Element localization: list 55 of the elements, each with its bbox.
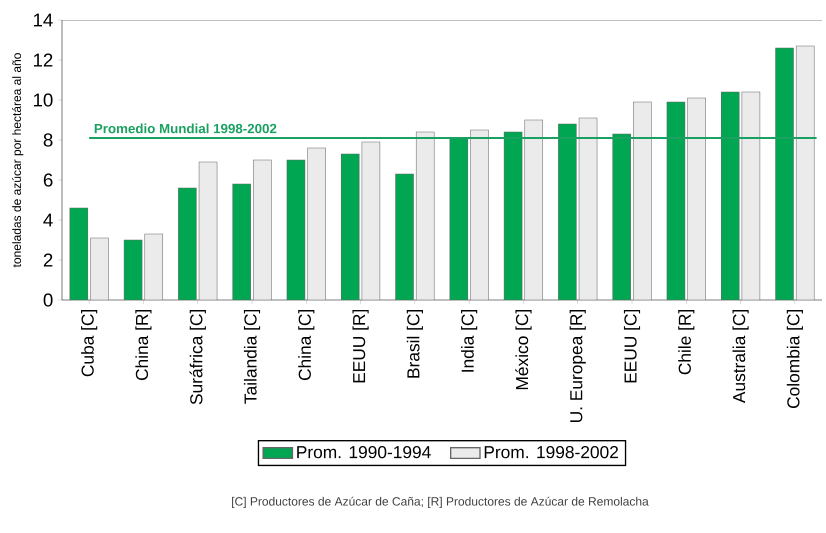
x-tick-label: México [C] <box>515 310 532 390</box>
y-tick-label: 4 <box>43 214 53 226</box>
bar <box>612 134 631 300</box>
y-tick-label: 6 <box>44 173 52 187</box>
bar <box>504 132 522 300</box>
bar <box>578 118 598 300</box>
bar <box>633 102 652 300</box>
bar <box>450 138 468 300</box>
x-tick-label: Tailandia [C] <box>244 310 260 404</box>
bar <box>796 46 814 300</box>
bar <box>198 162 218 300</box>
x-tick-label: China [C] <box>298 310 314 380</box>
bar <box>232 184 251 300</box>
bar <box>124 240 142 300</box>
bar <box>524 120 544 300</box>
x-tick-label: U. Europea [R] <box>570 310 586 422</box>
bar <box>470 130 489 300</box>
y-axis-title: toneladas de azúcar por hectárea al año <box>12 53 24 268</box>
bar <box>775 48 794 300</box>
bar <box>307 148 326 300</box>
x-tick-label: EEUU [R] <box>352 310 369 382</box>
y-tick-label: 10 <box>34 93 53 107</box>
x-tick-label: Australia [C] <box>732 310 749 404</box>
bar <box>253 160 272 300</box>
bar <box>687 98 706 300</box>
legend-label: Prom. 1990-1994 <box>297 446 431 458</box>
y-tick-label: 14 <box>34 14 53 26</box>
bar <box>178 188 197 300</box>
y-tick-label: 2 <box>44 253 52 267</box>
bar <box>340 154 360 300</box>
x-tick-label: India [C] <box>461 310 478 372</box>
legend-label: Prom. 1998-2002 <box>484 446 618 458</box>
bar <box>416 132 434 300</box>
bar <box>286 160 306 300</box>
bar <box>144 234 164 300</box>
y-tick-label: 0 <box>44 293 53 307</box>
bar <box>362 142 380 300</box>
x-tick-label: Cuba [C] <box>81 310 98 376</box>
x-tick-label: Chile [R] <box>678 310 694 374</box>
x-tick-label: EEUU [C] <box>624 310 640 382</box>
x-tick-label: China [R] <box>135 310 152 380</box>
x-tick-label: Suráfrica [C] <box>190 310 206 404</box>
bar <box>395 174 414 300</box>
bar <box>558 124 577 300</box>
x-tick-label: Colombia [C] <box>786 310 803 408</box>
bar <box>720 92 740 300</box>
x-tick-label: Brasil [C] <box>406 310 423 378</box>
text: [C] Productores de Azúcar de Caña; [R] Productores de Azúcar de Remolacha <box>232 496 649 508</box>
bar <box>70 208 88 300</box>
bar <box>90 238 109 300</box>
y-tick-label: 12 <box>34 53 52 67</box>
bar <box>742 92 760 300</box>
ref-line-label: Promedio Mundial 1998-2002 <box>94 124 276 134</box>
y-tick-label: 8 <box>44 133 52 147</box>
bar <box>666 102 686 300</box>
